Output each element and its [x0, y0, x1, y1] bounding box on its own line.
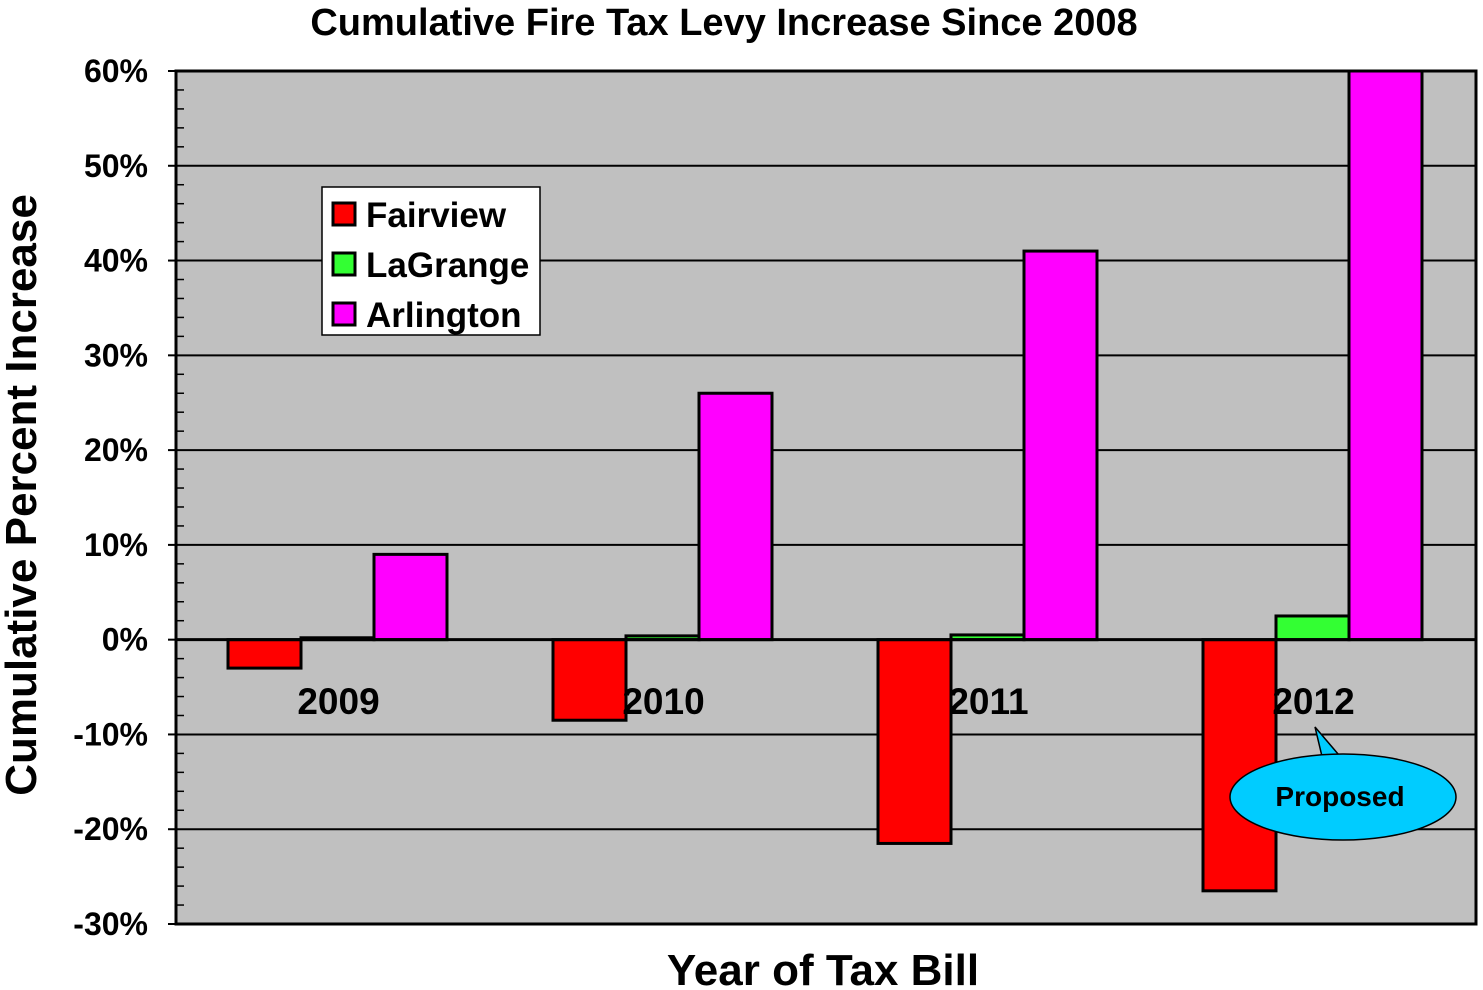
- y-tick-label: 30%: [84, 337, 148, 373]
- bar-arlington-2011: [1022, 249, 1099, 642]
- category-label: 2009: [297, 681, 379, 722]
- y-tick-label: 50%: [84, 148, 148, 184]
- legend-swatch-lagrange: [331, 251, 357, 277]
- legend-label-lagrange: LaGrange: [366, 246, 529, 285]
- bar-fairview-2009: [226, 638, 303, 670]
- callout-bubble: [1229, 753, 1457, 841]
- category-labels: 2009 2010 2011 2012: [297, 681, 1354, 722]
- category-label: 2011: [948, 681, 1028, 722]
- bars: [226, 69, 1424, 893]
- chart-title: Cumulative Fire Tax Levy Increase Since …: [310, 2, 1137, 44]
- y-tick-label: -10%: [73, 716, 148, 752]
- bar-lagrange-2012: [1274, 614, 1351, 642]
- category-label: 2010: [622, 681, 704, 722]
- y-axis-ticks: 60% 50% 40% 30% 20% 10% 0% -10% -20% -30%: [73, 53, 176, 942]
- bar-arlington-2012: [1347, 69, 1424, 642]
- legend-label-arlington: Arlington: [366, 296, 522, 335]
- y-axis-title: Cumulative Percent Increase: [0, 194, 46, 796]
- callout-cover: [1324, 758, 1350, 792]
- bar-arlington-2009: [372, 552, 449, 642]
- legend-label-fairview: Fairview: [366, 196, 507, 235]
- y-tick-label: 40%: [84, 243, 148, 279]
- legend-box: [321, 186, 541, 336]
- legend: Fairview LaGrange Arlington: [321, 186, 541, 336]
- bar-fairview-2011: [876, 638, 953, 845]
- minor-ticks: [176, 89, 184, 906]
- y-tick-label: 0%: [102, 622, 148, 658]
- callout-text: Proposed: [1275, 781, 1404, 812]
- x-axis-title: Year of Tax Bill: [667, 946, 979, 990]
- category-label: 2012: [1272, 681, 1354, 722]
- y-tick-label: -30%: [73, 906, 148, 942]
- proposed-callout: Proposed: [1229, 726, 1457, 841]
- y-tick-label: 60%: [84, 53, 148, 89]
- y-tick-label: 20%: [84, 432, 148, 468]
- legend-swatch-arlington: [331, 301, 357, 327]
- y-tick-label: 10%: [84, 527, 148, 563]
- legend-swatch-fairview: [331, 201, 357, 227]
- y-tick-label: -20%: [73, 811, 148, 847]
- bar-arlington-2010: [697, 391, 774, 642]
- bar-fairview-2010: [551, 638, 628, 722]
